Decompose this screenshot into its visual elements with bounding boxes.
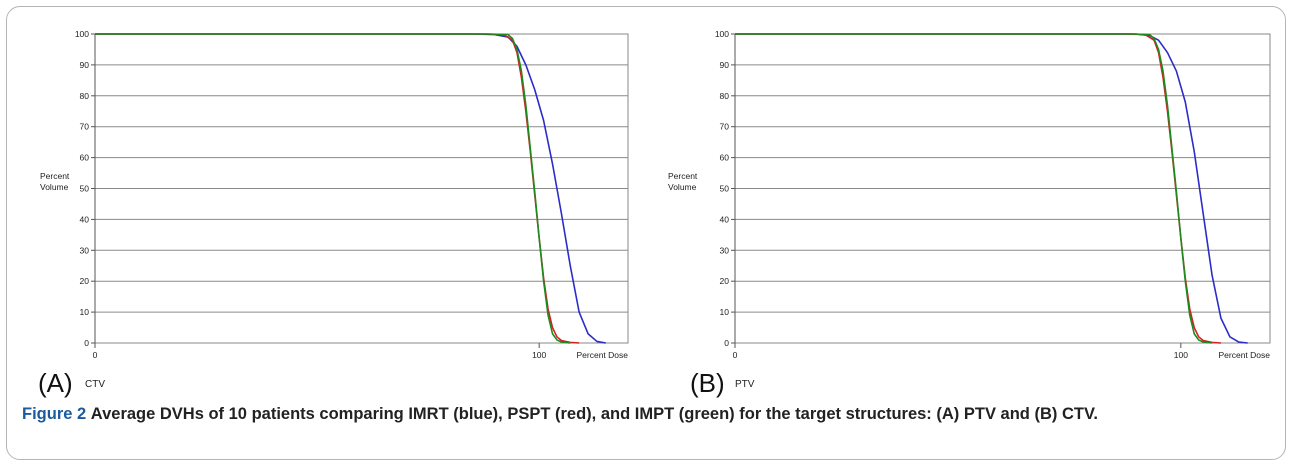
panel-b-xlabel: Percent Dose bbox=[1219, 350, 1271, 360]
panel-a-ytick-label-50: 50 bbox=[80, 184, 90, 194]
panel-a-xtick-label-0: 0 bbox=[93, 350, 98, 360]
panel-b-ytick-label-20: 20 bbox=[720, 276, 730, 286]
panel-b-ytick-label-40: 40 bbox=[720, 214, 730, 224]
panel-a-ytick-label-90: 90 bbox=[80, 60, 90, 70]
panel-a-ylabel-line-1: Percent bbox=[40, 171, 70, 181]
panel-b-ytick-label-10: 10 bbox=[720, 307, 730, 317]
panel-b-sublabel: PTV bbox=[735, 379, 755, 390]
panel-a-label: (A) bbox=[38, 368, 73, 398]
panel-a-ytick-label-40: 40 bbox=[80, 214, 90, 224]
panel-a-series-imrt-line bbox=[95, 33, 606, 344]
panel-b-series-impt-line bbox=[735, 33, 1213, 344]
panel-b-ylabel-line-2: Volume bbox=[668, 182, 697, 192]
panel-b-label: (B) bbox=[690, 368, 725, 398]
panel-b-ytick-label-80: 80 bbox=[720, 91, 730, 101]
panel-a-ytick-label-70: 70 bbox=[80, 122, 90, 132]
panel-b-xtick-label-100: 100 bbox=[1174, 350, 1188, 360]
panel-a-ytick-label-30: 30 bbox=[80, 245, 90, 255]
panel-b-ytick-label-0: 0 bbox=[724, 338, 729, 348]
caption-text: Average DVHs of 10 patients comparing IM… bbox=[90, 405, 1099, 423]
panel-a-ylabel-line-2: Volume bbox=[40, 182, 69, 192]
panel-a-xtick-label-100: 100 bbox=[532, 350, 546, 360]
panel-b-ytick-label-50: 50 bbox=[720, 184, 730, 194]
panel-b-ytick-label-90: 90 bbox=[720, 60, 730, 70]
panel-b-ytick-label-70: 70 bbox=[720, 122, 730, 132]
figure-caption: Figure 2 Average DVHs of 10 patients com… bbox=[22, 403, 1262, 426]
panel-b-ytick-label-100: 100 bbox=[715, 29, 729, 39]
panel-b-ylabel-line-1: Percent bbox=[668, 171, 698, 181]
panel-a-ytick-label-80: 80 bbox=[80, 91, 90, 101]
panel-a-ytick-label-60: 60 bbox=[80, 153, 90, 163]
panel-a-ytick-label-100: 100 bbox=[75, 29, 89, 39]
panel-b-ytick-label-30: 30 bbox=[720, 245, 730, 255]
panel-b-ytick-label-60: 60 bbox=[720, 153, 730, 163]
figure-frame bbox=[6, 6, 1286, 460]
caption-label: Figure 2 bbox=[22, 405, 87, 423]
panel-a-series-impt-line bbox=[95, 33, 571, 344]
panel-a-ytick-label-20: 20 bbox=[80, 276, 90, 286]
panel-a-sublabel: CTV bbox=[85, 379, 105, 390]
panel-a-ytick-label-0: 0 bbox=[84, 338, 89, 348]
panel-a-xlabel: Percent Dose bbox=[577, 350, 629, 360]
panel-a-ytick-label-10: 10 bbox=[80, 307, 90, 317]
panel-b-xtick-label-0: 0 bbox=[733, 350, 738, 360]
